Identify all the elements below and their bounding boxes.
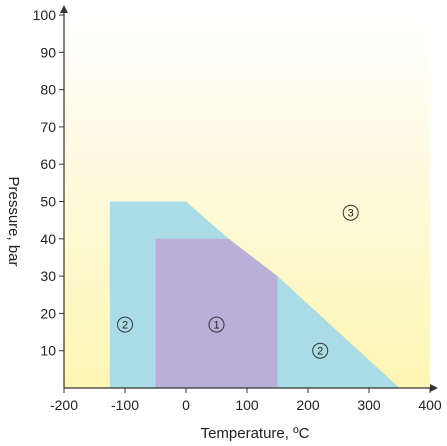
x-tick-label: 300 (357, 397, 381, 413)
region-1-marker (208, 316, 225, 333)
y-tick-label: 80 (40, 82, 56, 98)
x-tick-label: 100 (235, 397, 259, 413)
x-axis-title: Temperature, ºC (201, 425, 310, 442)
y-axis-arrow (60, 5, 68, 13)
y-tick-label: 60 (40, 156, 56, 172)
x-tick-label: -100 (111, 397, 139, 413)
region-label: 1 (213, 320, 219, 332)
y-tick-label: 10 (40, 343, 56, 359)
x-axis-arrow (430, 384, 438, 392)
x-tick-label: 0 (182, 397, 190, 413)
y-axis-title: Pressure, bar (5, 176, 22, 266)
y-tick-label: 40 (40, 231, 56, 247)
y-tick-label: 50 (40, 194, 56, 210)
x-tick-label: -200 (50, 397, 78, 413)
x-tick-label: 400 (418, 397, 442, 413)
region-3-marker (342, 204, 359, 221)
y-tick-label: 70 (40, 119, 56, 135)
x-tick-label: 200 (296, 397, 320, 413)
region-1-area (155, 238, 278, 388)
region-label: 3 (348, 208, 354, 220)
region-label: 2 (122, 320, 128, 332)
y-tick-label: 30 (40, 268, 56, 284)
y-tick-label: 100 (33, 7, 57, 23)
region-label: 2 (317, 346, 323, 358)
y-tick-label: 20 (40, 305, 56, 321)
region-2-marker (312, 342, 329, 359)
y-tick-label: 90 (40, 44, 56, 60)
region-2-marker (117, 316, 133, 333)
